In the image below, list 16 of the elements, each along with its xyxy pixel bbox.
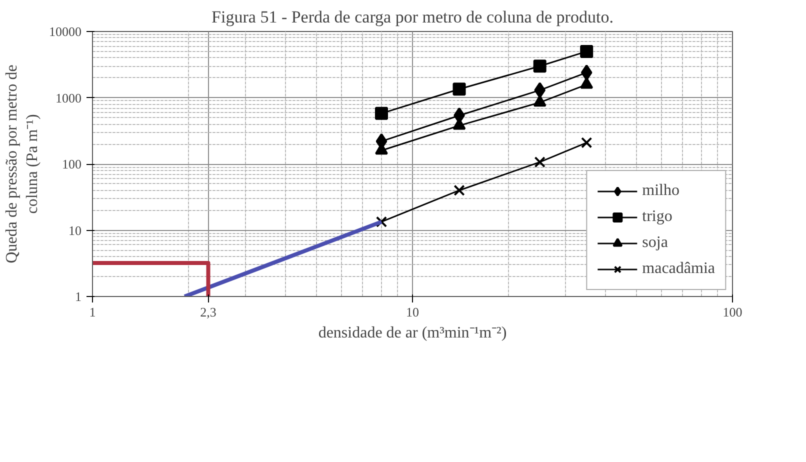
y-tick-label: 10 xyxy=(68,222,82,238)
y-tick-label: 10000 xyxy=(49,24,82,39)
chart-title: Figura 51 - Perda de carga por metro de coluna de produto. xyxy=(212,8,614,26)
x-tick-label: 10 xyxy=(406,304,419,320)
x-axis-title: densidade de ar (m³min⁻¹m⁻²) xyxy=(318,324,507,342)
x-tick-label: 2,3 xyxy=(200,304,216,320)
x-tick-label: 100 xyxy=(722,304,742,320)
y-axis-title: Queda de pressão por metro de coluna (Pa m⁻¹) xyxy=(4,64,41,264)
y-tick-label: 1 xyxy=(75,289,82,304)
x-tick-label: 1 xyxy=(89,304,96,320)
legend-label: trigo xyxy=(642,208,672,226)
y-tick-label: 100 xyxy=(62,156,82,172)
legend-label: milho xyxy=(642,182,680,200)
y-tick-label: 1000 xyxy=(56,90,82,106)
legend-label: soja xyxy=(642,234,668,252)
legend-label: macadâmia xyxy=(642,260,715,278)
